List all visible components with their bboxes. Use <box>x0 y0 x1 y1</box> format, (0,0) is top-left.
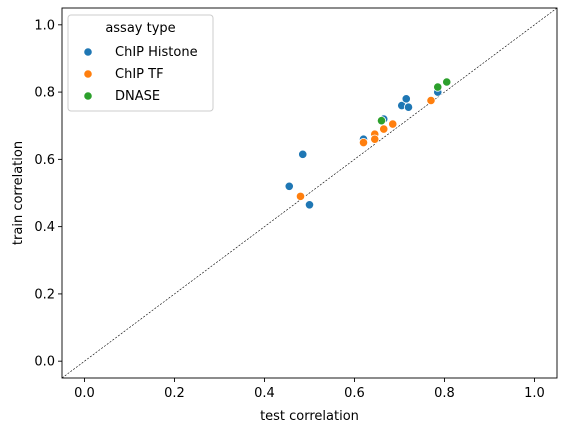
y-tick-label: 0.4 <box>34 220 55 235</box>
legend-entry-label: DNASE <box>115 89 160 104</box>
axes-frame <box>61 7 558 379</box>
data-point <box>298 149 308 159</box>
legend: assay type ChIP Histone ChIP TF DNASE <box>67 14 214 112</box>
data-point <box>442 77 452 87</box>
data-point <box>388 119 398 129</box>
reference-diagonal-line <box>62 8 557 378</box>
data-points <box>284 77 452 210</box>
legend-marker <box>83 91 93 101</box>
x-tick-label: 0.0 <box>74 386 95 401</box>
data-point <box>358 137 369 148</box>
legend-title: assay type <box>105 21 175 36</box>
x-tick-label: 0.6 <box>344 386 365 401</box>
y-axis-label: train correlation <box>11 141 26 245</box>
x-tick-label: 1.0 <box>524 386 545 401</box>
data-point <box>426 95 436 106</box>
y-tick-label: 0.8 <box>34 86 55 101</box>
data-point <box>433 82 443 92</box>
legend-marker <box>83 47 93 57</box>
data-point <box>295 191 306 201</box>
y-tick-label: 1.0 <box>34 18 55 33</box>
data-point <box>379 124 389 134</box>
y-tick-label: 0.2 <box>34 287 55 302</box>
data-point <box>403 102 414 112</box>
legend-entry-label: ChIP TF <box>115 67 164 82</box>
data-point <box>401 94 411 104</box>
x-tick-label: 0.8 <box>434 386 455 401</box>
x-tick-label: 0.2 <box>164 386 185 401</box>
data-point <box>304 200 315 210</box>
legend-box <box>67 14 214 112</box>
legend-entry-label: ChIP Histone <box>115 45 198 60</box>
y-tick-label: 0.0 <box>34 355 55 370</box>
axes: 0.0 0.2 0.4 0.6 0.8 1.0 0.0 0.2 0.4 0.6 0.8 1.0 test… <box>11 7 558 424</box>
y-tick-label: 0.6 <box>34 153 55 168</box>
data-point <box>370 134 380 144</box>
legend-marker <box>83 69 93 79</box>
x-tick-label: 0.4 <box>254 386 275 401</box>
x-axis-label: test correlation <box>260 409 359 424</box>
data-point <box>284 181 294 191</box>
data-point <box>376 116 387 126</box>
